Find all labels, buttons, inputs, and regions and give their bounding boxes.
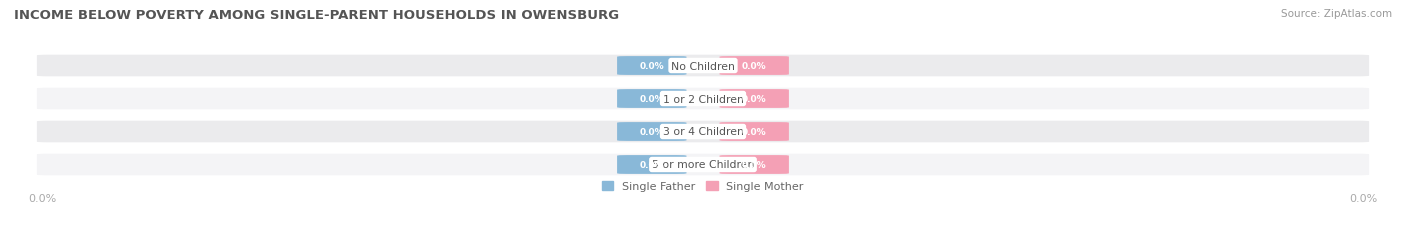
- Text: 0.0%: 0.0%: [742, 160, 766, 169]
- FancyBboxPatch shape: [37, 121, 1369, 143]
- Text: No Children: No Children: [671, 61, 735, 71]
- FancyBboxPatch shape: [720, 90, 789, 108]
- FancyBboxPatch shape: [617, 123, 686, 141]
- FancyBboxPatch shape: [37, 88, 1369, 110]
- FancyBboxPatch shape: [37, 55, 1369, 77]
- Text: 0.0%: 0.0%: [640, 160, 664, 169]
- Legend: Single Father, Single Mother: Single Father, Single Mother: [598, 176, 808, 196]
- Text: Source: ZipAtlas.com: Source: ZipAtlas.com: [1281, 9, 1392, 19]
- Text: 0.0%: 0.0%: [640, 94, 664, 103]
- FancyBboxPatch shape: [720, 57, 789, 76]
- Text: 5 or more Children: 5 or more Children: [652, 160, 754, 170]
- Text: 1 or 2 Children: 1 or 2 Children: [662, 94, 744, 104]
- FancyBboxPatch shape: [37, 154, 1369, 176]
- FancyBboxPatch shape: [617, 57, 686, 76]
- FancyBboxPatch shape: [720, 155, 789, 174]
- FancyBboxPatch shape: [617, 155, 686, 174]
- Text: 0.0%: 0.0%: [640, 128, 664, 137]
- Text: 0.0%: 0.0%: [742, 62, 766, 71]
- Text: INCOME BELOW POVERTY AMONG SINGLE-PARENT HOUSEHOLDS IN OWENSBURG: INCOME BELOW POVERTY AMONG SINGLE-PARENT…: [14, 9, 619, 22]
- Text: 0.0%: 0.0%: [640, 62, 664, 71]
- Text: 3 or 4 Children: 3 or 4 Children: [662, 127, 744, 137]
- FancyBboxPatch shape: [617, 90, 686, 108]
- Text: 0.0%: 0.0%: [742, 94, 766, 103]
- FancyBboxPatch shape: [720, 123, 789, 141]
- Text: 0.0%: 0.0%: [742, 128, 766, 137]
